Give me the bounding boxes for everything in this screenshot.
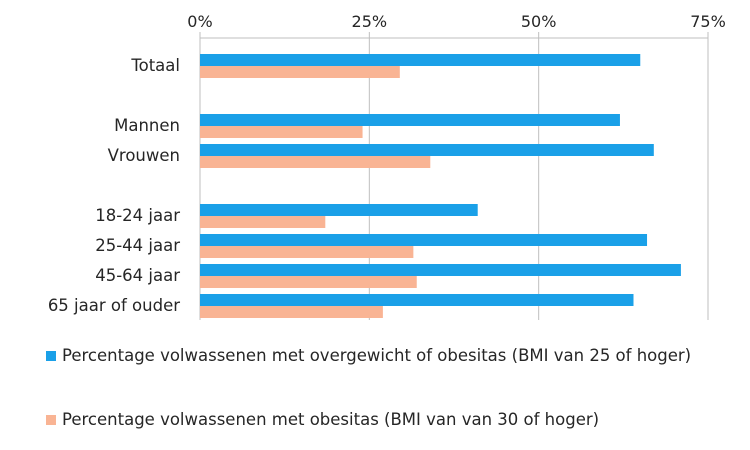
bar-obesity xyxy=(200,156,431,168)
category-label: 18-24 jaar xyxy=(95,206,180,225)
bar-overweight xyxy=(200,204,478,216)
legend-label-obesity: Percentage volwassenen met obesitas (BMI… xyxy=(62,410,600,429)
bars xyxy=(200,54,681,318)
category-label: 65 jaar of ouder xyxy=(48,296,180,315)
legend-swatch-overweight xyxy=(46,351,56,361)
category-label: Mannen xyxy=(114,116,180,135)
legend-item-obesity: Percentage volwassenen met obesitas (BMI… xyxy=(46,409,722,431)
bar-overweight xyxy=(200,54,641,66)
category-label: 45-64 jaar xyxy=(95,266,180,285)
bar-obesity xyxy=(200,216,326,228)
bar-obesity xyxy=(200,276,417,288)
x-tick-label: 0% xyxy=(187,12,212,31)
bar-obesity xyxy=(200,126,363,138)
x-axis-ticks: 0% 25% 50% 75% xyxy=(187,12,725,31)
category-label: Totaal xyxy=(130,56,180,75)
legend-swatch-obesity xyxy=(46,415,56,425)
bar-overweight xyxy=(200,234,648,246)
legend-label-overweight: Percentage volwassenen met overgewicht o… xyxy=(62,346,692,365)
bar-overweight xyxy=(200,114,620,126)
bar-obesity xyxy=(200,306,383,318)
y-axis-labels: Totaal Mannen Vrouwen 18-24 jaar 25-44 jaar 4… xyxy=(48,56,180,315)
category-label: Vrouwen xyxy=(108,146,180,165)
category-label: 25-44 jaar xyxy=(95,236,180,255)
x-tick-label: 50% xyxy=(521,12,557,31)
x-tick-label: 25% xyxy=(352,12,388,31)
bar-obesity xyxy=(200,246,414,258)
bar-overweight xyxy=(200,264,681,276)
bar-overweight xyxy=(200,144,654,156)
legend-item-overweight: Percentage volwassenen met overgewicht o… xyxy=(46,345,722,367)
bar-obesity xyxy=(200,66,400,78)
x-tick-label: 75% xyxy=(690,12,726,31)
bar-overweight xyxy=(200,294,634,306)
